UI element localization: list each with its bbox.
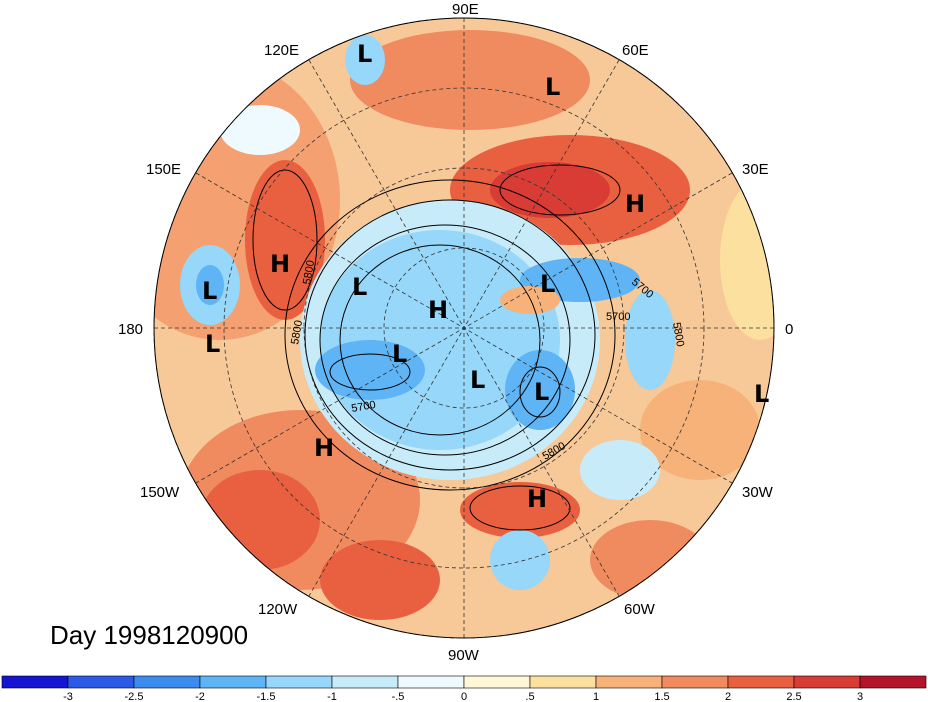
- lon-label-30w: 30W: [742, 484, 774, 501]
- low-label: L: [392, 340, 407, 368]
- map-boundary: [153, 17, 775, 639]
- contour-label: 5800: [289, 319, 305, 345]
- colorbar-swatch: [397, 675, 465, 689]
- low-label: L: [205, 330, 220, 358]
- colorbar-tick-label: 2.5: [786, 691, 801, 702]
- colorbar: -3 -2.5 -2 -1.5 -1 -.5 0 .5 1 1.5 2 2.5 3: [1, 675, 927, 702]
- lon-label-120w: 120W: [258, 601, 298, 618]
- colorbar-swatch: [793, 675, 861, 689]
- map-title: Day 1998120900: [50, 620, 249, 650]
- lon-label-0: 0: [785, 321, 793, 338]
- lon-label-60w: 60W: [624, 601, 656, 618]
- lon-label-150w: 150W: [140, 484, 180, 501]
- low-label: L: [754, 380, 769, 408]
- colorbar-tick-label: -3: [63, 691, 73, 702]
- colorbar-tick-label: -2.5: [125, 691, 144, 702]
- lon-label-90w: 90W: [448, 647, 480, 664]
- colorbar-tick-label: 0: [461, 691, 467, 702]
- colorbar-tick-label: .5: [525, 691, 534, 702]
- high-label: H: [527, 485, 547, 513]
- lon-label-60e: 60E: [622, 42, 649, 59]
- lon-label-120e: 120E: [264, 42, 299, 59]
- pressure-systems: L L H H L L L H L L L L L H H: [202, 40, 769, 513]
- low-label: L: [540, 270, 555, 298]
- low-label: L: [352, 273, 367, 301]
- colorbar-swatch: [595, 675, 663, 689]
- colorbar-tick-label: 1.5: [654, 691, 669, 702]
- high-label: H: [428, 296, 448, 324]
- colorbar-tick-label: 1: [593, 691, 599, 702]
- colorbar-swatch: [1, 675, 69, 689]
- lon-label-150e: 150E: [146, 161, 181, 178]
- colorbar-swatch: [859, 675, 927, 689]
- contour-label: 5800: [301, 259, 317, 285]
- low-label: L: [357, 40, 372, 68]
- high-label: H: [625, 190, 645, 218]
- colorbar-swatch: [67, 675, 135, 689]
- colorbar-swatch: [727, 675, 795, 689]
- lon-label-90e: 90E: [452, 1, 479, 18]
- high-label: H: [270, 250, 290, 278]
- colorbar-swatch: [133, 675, 201, 689]
- colorbar-tick-label: -.5: [392, 691, 405, 702]
- colorbar-swatch: [331, 675, 399, 689]
- colorbar-swatch: [463, 675, 531, 689]
- colorbar-tick-label: -1: [327, 691, 337, 702]
- contour-label: 5800: [670, 321, 686, 347]
- low-label: L: [545, 73, 560, 101]
- low-label: L: [202, 277, 217, 305]
- lon-label-180: 180: [118, 321, 143, 338]
- contour-label: 5700: [606, 311, 630, 323]
- colorbar-swatch: [199, 675, 267, 689]
- colorbar-tick-label: 2: [725, 691, 731, 702]
- colorbar-tick-label: -1.5: [257, 691, 276, 702]
- low-label: L: [534, 378, 549, 406]
- colorbar-swatch: [529, 675, 597, 689]
- colorbar-tick-label: 3: [857, 691, 863, 702]
- contour-label: 5700: [350, 399, 376, 415]
- colorbar-tick-label: -2: [195, 691, 205, 702]
- colorbar-swatch: [661, 675, 729, 689]
- low-label: L: [470, 366, 485, 394]
- longitude-labels: 90E 60E 30E 0 30W 60W 90W 120W 150W 180 …: [118, 1, 793, 664]
- high-label: H: [314, 434, 334, 462]
- colorbar-swatch: [265, 675, 333, 689]
- lon-label-30e: 30E: [742, 161, 769, 178]
